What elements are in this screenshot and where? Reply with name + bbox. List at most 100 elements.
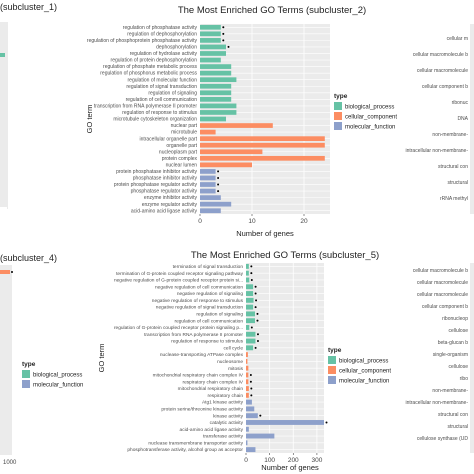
category-label: regulation of protein dephosphorylation (111, 58, 198, 64)
x-tick-label: 0 (244, 457, 248, 464)
legend-title: type (334, 93, 348, 100)
chart3-category-labels: cellular m cellular macromolecule b cellul… (405, 36, 468, 202)
category-label-fragment: cellular macromolecule b (413, 52, 469, 58)
category-label: Atg1 kinase activity (202, 400, 244, 406)
chart5-title: The Most Enriched GO Terms (subcluster_5… (191, 250, 379, 261)
bar (246, 399, 252, 405)
bar (246, 379, 249, 385)
legend-title: type (22, 361, 36, 368)
chart6-category-labels: cellular macromolecule b cellular macromo… (405, 268, 468, 442)
bar (246, 426, 249, 432)
category-label-fragment: cellular component b (422, 84, 468, 90)
bar (200, 44, 226, 50)
bar (200, 142, 325, 148)
bar (246, 420, 324, 425)
significance-star (325, 421, 328, 424)
significance-star (222, 26, 225, 29)
category-label-fragment: structural (447, 424, 468, 430)
bar (246, 331, 256, 337)
category-label-fragment: DNA (457, 116, 468, 122)
category-label: microtubule cytoskeleton organization (113, 117, 197, 123)
category-label: negative regulation of response to stimu… (152, 298, 244, 304)
category-label-fragment: cellulose synthase (UD (417, 436, 469, 442)
chart2-x-ticks: 0 10 20 (198, 214, 308, 225)
bar (246, 277, 250, 283)
significance-star (256, 312, 259, 315)
bar (200, 64, 232, 69)
category-label: mitochondrial respiratory chain (178, 386, 244, 392)
significance-star (256, 340, 259, 343)
chart3-panel (470, 24, 474, 214)
bar (246, 291, 254, 296)
bar (200, 103, 237, 109)
category-label: enzyme inhibitor activity (144, 195, 198, 201)
significance-star (222, 32, 225, 35)
significance-star (259, 414, 262, 417)
category-label-fragment: structural (447, 180, 468, 186)
category-label-fragment: non-membrane- (432, 132, 468, 138)
category-label: transcription from RNA polymerase II pro… (144, 332, 243, 338)
category-label: termination of G-protein coupled recepto… (116, 271, 244, 277)
x-tick-label: 10 (248, 218, 256, 225)
x-tick-label: 300 (311, 457, 322, 464)
bar (200, 188, 216, 194)
category-label: negative regulation of signal transducti… (156, 305, 244, 311)
category-label: kinase activity (213, 413, 243, 419)
legend-label: biological_process (33, 373, 82, 379)
category-label: regulation of phosphorus metabolic proce… (100, 71, 197, 77)
category-label-fragment: cellular macromolecule (417, 280, 468, 286)
category-label: regulation of response to stimulus (122, 110, 197, 116)
bar (200, 201, 232, 207)
bar (200, 149, 263, 155)
category-label: microtubule (171, 130, 197, 136)
chart-subcluster-4: (subcluster_4) 1000 type biological_proce… (0, 253, 83, 466)
category-label: negative regulation of cell communicatio… (155, 284, 243, 290)
category-label: regulation of hydrolase activity (130, 51, 198, 57)
legend-swatch (22, 370, 30, 378)
significance-star (217, 190, 220, 193)
chart1-bar (0, 53, 5, 57)
chart2-category-labels: regulation of phosphatase activityregula… (87, 25, 198, 214)
bar (246, 311, 255, 317)
bar (246, 392, 249, 398)
legend-swatch (22, 380, 30, 388)
legend-swatch (334, 102, 342, 110)
category-label-fragment: ribonuc (452, 100, 469, 106)
bar (246, 352, 248, 358)
category-label: acid-amino acid ligase activity (180, 427, 244, 433)
category-label: respiratory chain complex IV (182, 379, 243, 385)
significance-star (254, 306, 257, 309)
category-label: nuclear lumen (166, 162, 198, 168)
chart2-bars (200, 24, 325, 214)
category-label: cell cycle (224, 345, 244, 351)
significance-star (222, 39, 225, 42)
category-label: termination of signal transduction (173, 264, 244, 270)
category-label: transferase activity (203, 434, 244, 440)
category-label-fragment: cellular macromolecule (417, 292, 468, 298)
legend-label: cellular_component (339, 369, 391, 375)
bar (246, 447, 256, 453)
category-label-fragment: structural con (438, 164, 468, 170)
bar (246, 284, 254, 290)
x-tick-label: 100 (264, 457, 275, 464)
category-label: regulation of signaling (148, 90, 197, 96)
chart4-bar (0, 270, 10, 274)
significance-star (250, 326, 253, 329)
category-label: dephosphorylation (156, 45, 197, 51)
bar (246, 318, 255, 324)
category-label: negative regulation of signaling (177, 291, 243, 297)
significance-star (254, 285, 257, 288)
legend-swatch (328, 376, 336, 384)
chart-subcluster-2: The Most Enriched GO Terms (subcluster_2… (85, 5, 397, 238)
category-label-fragment: rRNA methyl (440, 196, 468, 202)
bar (200, 70, 232, 76)
category-label: regulation of G-protein coupled receptor… (114, 325, 243, 331)
chart4-star (11, 271, 13, 273)
x-tick-label: 200 (288, 457, 299, 464)
legend-label: molecular_function (33, 383, 83, 389)
bar (246, 440, 248, 446)
bar (200, 208, 221, 214)
category-label-fragment: intracellular non-membrane- (405, 400, 468, 406)
chart5-y-axis-label: GO term (97, 344, 106, 373)
category-label-fragment: non-membrane- (432, 388, 468, 394)
